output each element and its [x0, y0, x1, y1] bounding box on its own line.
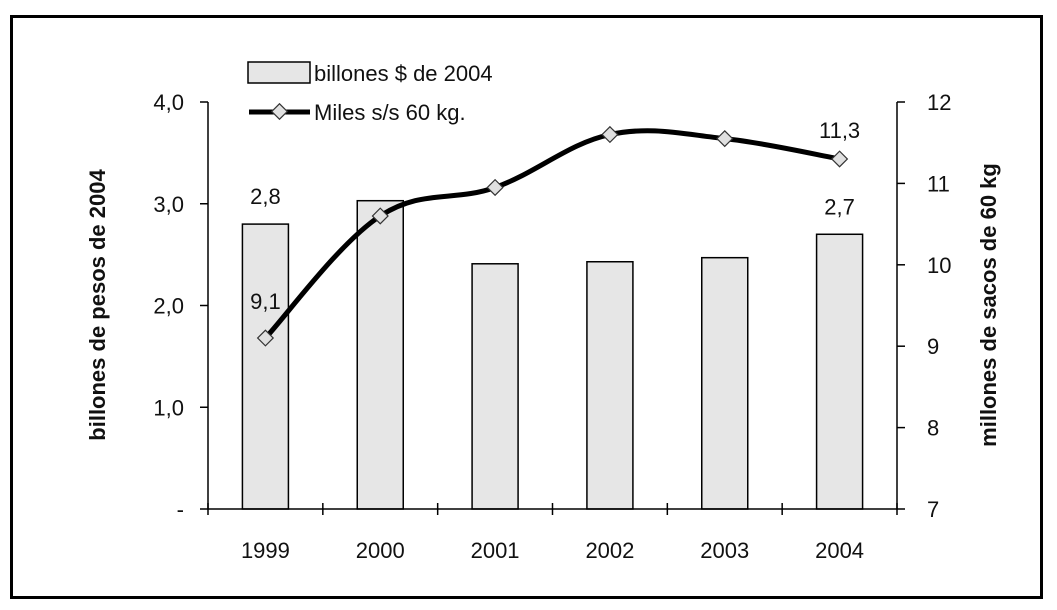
legend-line-marker: [270, 102, 289, 121]
bar-data-label: 2,8: [250, 184, 281, 209]
bar: [356, 199, 404, 510]
y-right-axis-title: millones de sacos de 60 kg: [976, 163, 1001, 447]
y-left-tick-label: 1,0: [153, 395, 184, 420]
legend: billones $ de 2004 Miles s/s 60 kg.: [247, 61, 493, 125]
y-left-axis-title: billones de pesos de 2004: [85, 169, 110, 441]
line-marker: [716, 130, 734, 148]
bar-data-label: 2,7: [824, 194, 855, 219]
y-left-tick-label: -: [177, 497, 184, 522]
y-left-tick-label: 3,0: [153, 192, 184, 217]
x-tick-label: 2001: [471, 538, 520, 563]
y-left-tick-label: 2,0: [153, 294, 184, 319]
line-marker: [486, 178, 504, 197]
x-tick-label: 2000: [356, 538, 405, 563]
legend-bar-label: billones $ de 2004: [314, 61, 493, 86]
legend-bar-swatch: [247, 61, 311, 84]
bar: [471, 263, 519, 510]
x-tick-label: 1999: [241, 538, 290, 563]
line-marker: [371, 207, 389, 225]
bar: [586, 260, 634, 510]
x-tick-label: 2002: [585, 538, 634, 563]
y-right-tick-label: 10: [927, 253, 951, 278]
line-data-label: 11,3: [819, 118, 860, 143]
y-right-tick-label: 11: [927, 171, 950, 196]
line-data-label: 9,1: [250, 289, 281, 314]
line-marker: [830, 150, 849, 168]
y-right-tick-label: 8: [927, 416, 939, 441]
series-line: [263, 128, 841, 340]
bar: [815, 233, 864, 510]
x-tick-label: 2004: [815, 538, 864, 563]
y-left-tick-label: 4,0: [153, 90, 184, 115]
x-tick-label: 2003: [700, 538, 749, 563]
plot-area: - 1,0 2,0 3,0 4,0 7 8 9 10 11 12 1999 2000 2001 2002 20…: [153, 90, 951, 563]
bar: [241, 223, 290, 510]
line-marker: [256, 329, 275, 347]
line-marker: [601, 125, 619, 144]
y-right-tick-label: 9: [927, 334, 939, 359]
chart-frame: [10, 15, 1043, 599]
y-right-tick-label: 12: [927, 90, 951, 115]
bar: [701, 256, 749, 510]
legend-line-label: Miles s/s 60 kg.: [314, 100, 466, 125]
y-right-tick-label: 7: [927, 497, 939, 522]
